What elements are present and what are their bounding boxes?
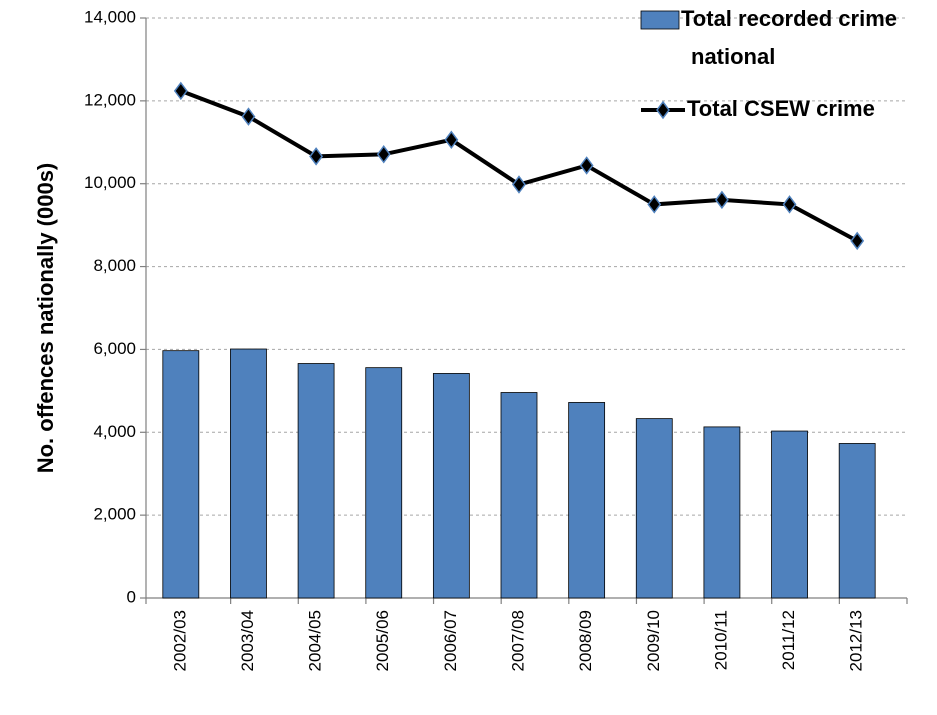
marker	[309, 147, 324, 166]
y-tick-label: 4,000	[93, 422, 136, 441]
legend-swatch	[640, 10, 680, 30]
x-tick-label: 2003/04	[238, 610, 257, 671]
bar	[838, 443, 876, 599]
bar	[365, 367, 403, 599]
bar	[162, 350, 200, 599]
y-axis-label: No. offences nationally (000s)	[33, 163, 58, 474]
x-tick-label: 2006/07	[441, 610, 460, 671]
y-tick-label: 14,000	[84, 7, 136, 26]
marker	[376, 145, 391, 164]
marker	[241, 107, 256, 126]
x-tick-label: 2007/08	[508, 610, 527, 671]
marker	[782, 195, 797, 214]
x-tick-label: 2008/09	[576, 610, 595, 671]
y-tick-label: 12,000	[84, 90, 136, 109]
y-tick-label: 0	[127, 587, 136, 606]
x-tick-label: 2002/03	[170, 610, 189, 671]
legend-label-line: national	[691, 44, 775, 69]
x-tick-label: 2010/11	[711, 610, 730, 670]
marker	[444, 130, 459, 150]
x-tick-label: 2011/12	[779, 610, 798, 670]
y-tick-label: 2,000	[93, 505, 136, 524]
x-tick-label: 2012/13	[847, 610, 866, 671]
marker	[647, 195, 662, 214]
marker	[579, 156, 594, 175]
marker	[512, 175, 526, 194]
bar	[771, 430, 808, 599]
x-tick-label: 2009/10	[644, 610, 663, 671]
bar	[432, 373, 470, 599]
legend-label: Total recorded crime national	[681, 6, 897, 69]
bar	[500, 392, 538, 599]
marker	[850, 231, 865, 251]
y-tick-label: 8,000	[93, 256, 136, 275]
bar	[297, 363, 335, 599]
bar	[635, 418, 673, 599]
x-tick-label: 2005/06	[373, 610, 392, 671]
marker	[714, 190, 729, 210]
legend-label-line: Total recorded crime	[681, 6, 897, 31]
bar	[703, 426, 741, 599]
y-tick-label: 6,000	[93, 339, 136, 358]
bar	[568, 402, 606, 599]
legend-marker	[656, 100, 670, 120]
legend-label: Total CSEW crime	[687, 96, 875, 121]
marker	[173, 81, 188, 101]
bar	[230, 348, 267, 599]
y-tick-label: 10,000	[84, 173, 136, 192]
x-tick-label: 2004/05	[306, 610, 325, 671]
